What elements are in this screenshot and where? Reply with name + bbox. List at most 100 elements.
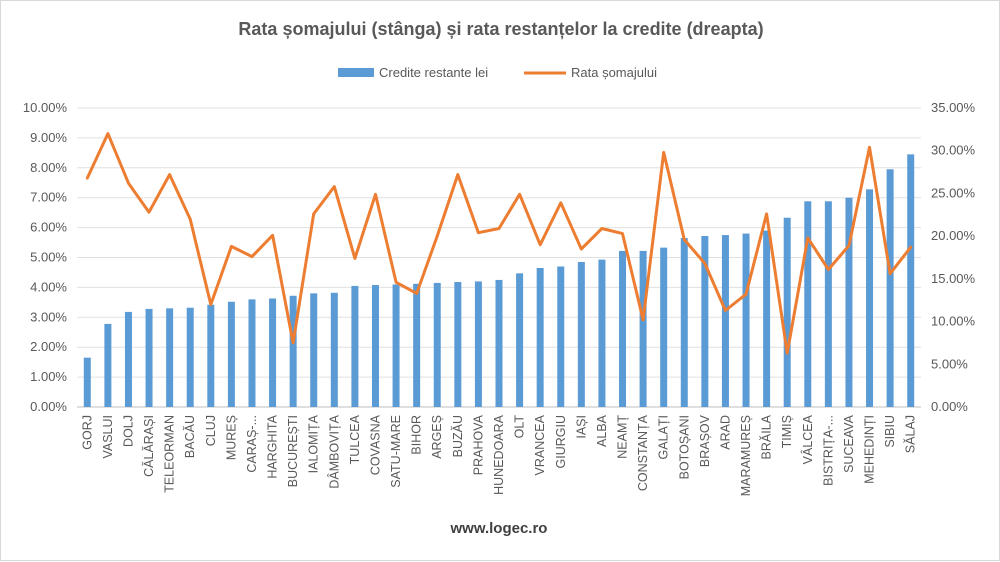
category-label: GIURGIU: [554, 415, 568, 468]
category-label: VASLUI: [101, 415, 115, 459]
category-label: BOTOȘANI: [677, 415, 691, 479]
bar-series: [83, 154, 915, 407]
left-tick-label: 8.00%: [30, 160, 67, 175]
category-label: OLT: [513, 415, 527, 439]
legend-label-line: Rata șomajului: [571, 65, 657, 80]
category-label: VÂLCEA: [800, 414, 815, 464]
right-tick-label: 5.00%: [931, 356, 968, 371]
category-label: ARGEȘ: [430, 415, 444, 459]
category-label: VRANCEA: [533, 414, 547, 475]
category-label: TULCEA: [348, 414, 362, 464]
category-label: MUREȘ: [224, 415, 238, 460]
left-tick-label: 10.00%: [23, 100, 68, 115]
bar: [845, 197, 853, 407]
category-label: GALAȚI: [657, 415, 671, 459]
category-label: IALOMIȚA: [307, 414, 321, 473]
category-label: BISTRIȚA-...: [821, 415, 835, 486]
left-tick-label: 6.00%: [30, 220, 67, 235]
bar: [495, 279, 503, 407]
category-label: IAȘI: [574, 415, 588, 439]
bar: [516, 273, 524, 407]
chart-title: Rata șomajului (stânga) și rata restanțe…: [238, 19, 763, 39]
bar: [269, 298, 277, 407]
bar: [783, 217, 791, 407]
category-label: CĂLĂRAȘI: [141, 415, 156, 477]
bar: [866, 189, 874, 407]
category-label: CLUJ: [204, 415, 218, 446]
bar: [680, 238, 688, 407]
right-tick-label: 20.00%: [931, 228, 976, 243]
left-axis: 0.00% 1.00% 2.00% 3.00% 4.00% 5.00% 6.00% 7.00%…: [23, 100, 68, 414]
bar: [124, 311, 132, 407]
left-tick-label: 9.00%: [30, 130, 67, 145]
bar: [166, 308, 174, 407]
bar: [886, 169, 894, 407]
left-tick-label: 3.00%: [30, 309, 67, 324]
category-label: BACĂU: [182, 415, 197, 458]
category-label: TIMIȘ: [780, 415, 794, 448]
bar: [721, 235, 729, 407]
bar: [371, 285, 379, 407]
left-tick-label: 7.00%: [30, 190, 67, 205]
category-label: GORJ: [80, 415, 94, 450]
right-tick-label: 0.00%: [931, 399, 968, 414]
category-label: MEHEDINȚI: [863, 415, 877, 484]
bar: [433, 282, 441, 407]
bar: [413, 283, 421, 407]
category-axis: GORJ VASLUI DOLJ CĂLĂRAȘI TELEORMAN BACĂU CLUJ…: [80, 414, 917, 496]
category-label: ALBA: [595, 414, 609, 447]
category-label: HARGHITA: [266, 414, 280, 478]
bar: [907, 154, 915, 407]
left-tick-label: 2.00%: [30, 339, 67, 354]
bar: [660, 247, 668, 407]
category-label: SIBIU: [883, 415, 897, 448]
right-axis: 0.00% 5.00% 10.00% 15.00% 20.00% 25.00% 30.00%…: [931, 100, 976, 414]
left-tick-label: 0.00%: [30, 399, 67, 414]
bar: [207, 304, 215, 407]
category-label: DOLJ: [121, 415, 135, 447]
bar: [474, 281, 482, 407]
category-label: BIHOR: [410, 415, 424, 455]
category-label: CARAȘ-...: [245, 415, 259, 473]
bar: [639, 250, 647, 407]
category-label: COVASNA: [368, 414, 382, 475]
bar: [330, 292, 338, 407]
legend-swatch-bar: [338, 68, 374, 77]
category-label: DÂMBOVIȚA: [326, 414, 341, 488]
category-label: TELEORMAN: [163, 415, 177, 493]
footer-website: www.logec.ro: [450, 520, 548, 537]
category-label: PRAHOVA: [471, 414, 485, 475]
bar: [104, 323, 112, 407]
bar: [536, 267, 544, 407]
left-tick-label: 5.00%: [30, 250, 67, 265]
category-label: ARAD: [718, 415, 732, 450]
bar: [598, 259, 606, 407]
bar: [186, 307, 194, 407]
category-label: SATU-MARE: [389, 415, 403, 488]
bar: [454, 282, 462, 407]
line-path: [85, 132, 913, 355]
right-tick-label: 10.00%: [931, 314, 976, 329]
left-tick-label: 1.00%: [30, 369, 67, 384]
bar: [289, 295, 297, 407]
bar: [619, 250, 627, 407]
category-label: SUCEAVA: [842, 414, 856, 473]
category-label: BRAȘOV: [698, 414, 712, 467]
bar: [227, 301, 235, 407]
category-label: BUZĂU: [450, 415, 465, 457]
right-tick-label: 30.00%: [931, 143, 976, 158]
bar: [310, 293, 318, 407]
right-tick-label: 25.00%: [931, 185, 976, 200]
bar: [248, 299, 256, 407]
bar: [557, 266, 565, 407]
category-label: BRĂILA: [759, 414, 774, 459]
category-label: MARAMUREȘ: [739, 415, 753, 496]
category-label: BUCUREȘTI: [286, 415, 300, 487]
bar: [145, 308, 153, 407]
bar: [351, 285, 359, 407]
bar: [83, 357, 91, 407]
category-label: HUNEDOARA: [492, 414, 506, 495]
legend-label-bar: Credite restante lei: [379, 65, 488, 80]
legend: Credite restante lei Rata șomajului: [338, 65, 657, 80]
